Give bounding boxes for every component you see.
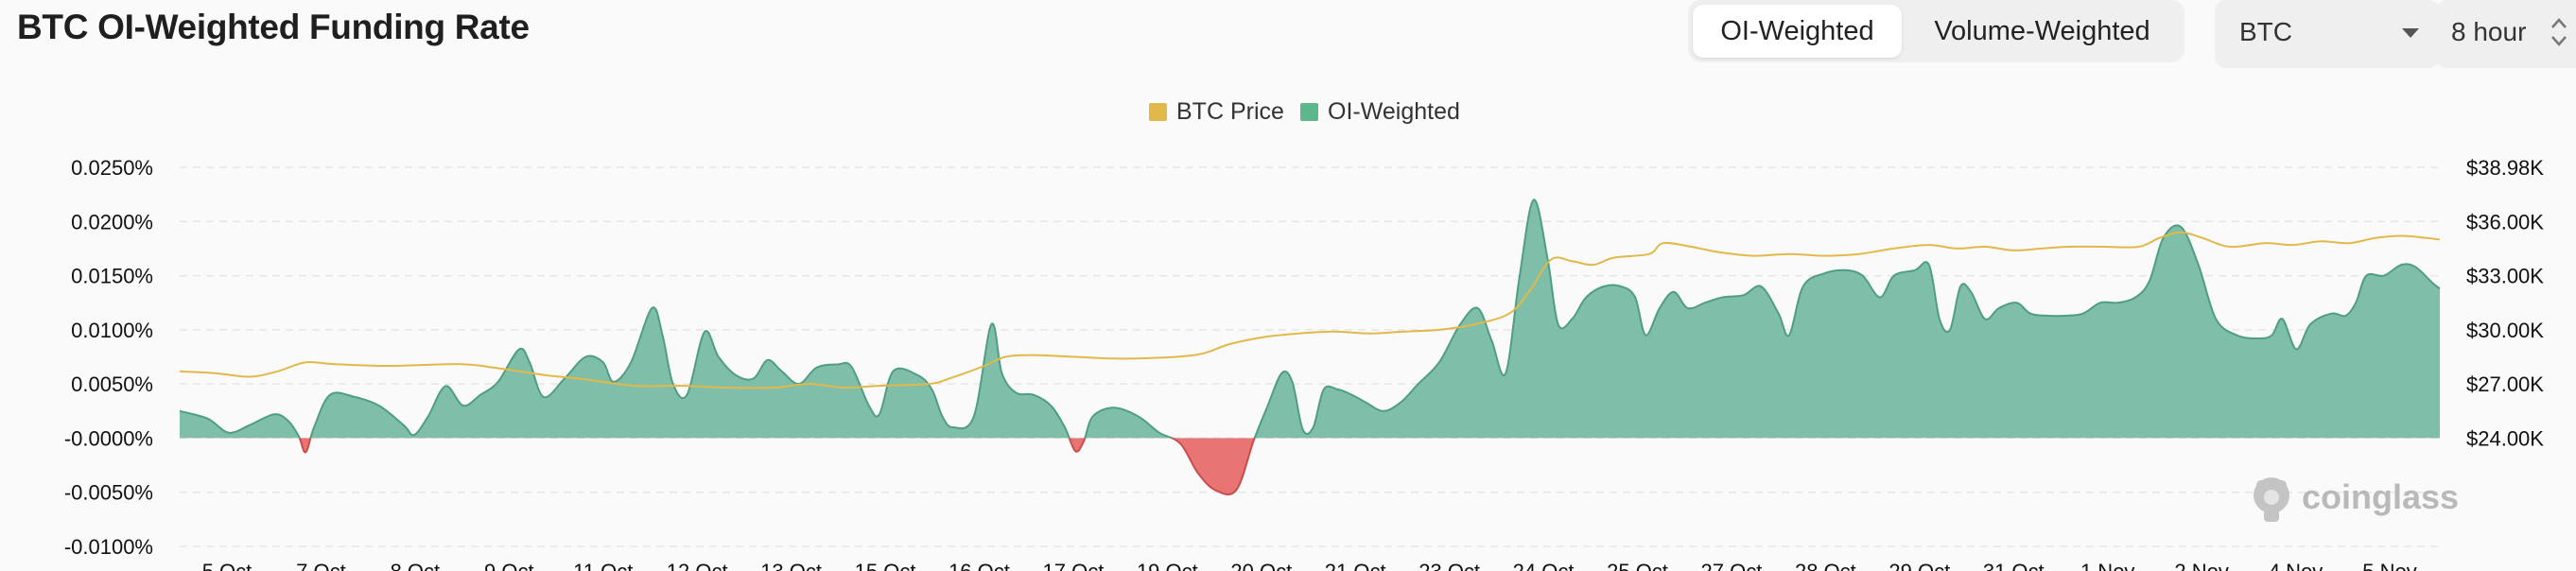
y-left-tick-label: -0.0100% — [64, 535, 153, 559]
x-tick-label: 28 Oct — [1795, 560, 1856, 571]
up-down-chevron-icon — [2551, 18, 2567, 46]
y-left-axis: 0.0250% 0.0200% 0.0150% 0.0100% 0.0050% -0.00… — [64, 156, 153, 559]
legend-label-oi-weighted: OI-Weighted — [1328, 98, 1460, 125]
btc-price-swatch — [1149, 103, 1167, 121]
btc-price-line — [179, 231, 2441, 389]
x-tick-label: 7 Oct — [296, 560, 346, 571]
x-tick-label: 9 Oct — [484, 560, 534, 571]
y-right-tick-label: $24.00K — [2466, 426, 2544, 450]
x-tick-label: 16 Oct — [949, 560, 1010, 571]
x-tick-label: 13 Oct — [760, 560, 822, 571]
chevron-down-icon — [2402, 28, 2419, 38]
y-right-tick-label: $30.00K — [2466, 319, 2544, 342]
y-left-tick-label: 0.0150% — [71, 265, 153, 288]
y-left-tick-label: -0.0050% — [64, 481, 153, 505]
x-tick-label: 12 Oct — [667, 560, 728, 571]
x-tick-label: 15 Oct — [855, 560, 916, 571]
funding-rate-areas — [179, 199, 2441, 496]
volume-weighted-tab[interactable]: Volume-Weighted — [1934, 16, 2150, 46]
y-right-tick-label: $36.00K — [2466, 210, 2544, 234]
y-right-tick-label: $33.00K — [2466, 265, 2544, 288]
y-left-tick-label: 0.0050% — [71, 372, 153, 396]
x-tick-label: 5 Nov — [2362, 560, 2416, 571]
x-tick-label: 11 Oct — [573, 560, 633, 571]
page-title: BTC OI-Weighted Funding Rate — [17, 8, 530, 46]
x-tick-label: 2 Nov — [2174, 560, 2228, 571]
y-right-tick-label: $27.00K — [2466, 372, 2544, 396]
oi-weighted-swatch — [1300, 103, 1318, 121]
positive-funding-group — [179, 199, 2441, 439]
x-tick-label: 20 Oct — [1230, 560, 1292, 571]
x-tick-label: 24 Oct — [1513, 560, 1575, 571]
x-axis: 5 Oct 7 Oct 8 Oct 9 Oct 11 Oct 12 Oct 13 Oct 15… — [202, 560, 2417, 571]
x-tick-label: 1 Nov — [2080, 560, 2134, 571]
x-tick-label: 27 Oct — [1701, 560, 1763, 571]
symbol-select[interactable]: BTC — [2215, 0, 2440, 68]
x-tick-label: 21 Oct — [1325, 560, 1386, 571]
y-right-axis: $38.98K $36.00K $33.00K $30.00K $27.00K $24.0… — [2466, 156, 2544, 450]
weighting-toggle: OI-Weighted Volume-Weighted — [1688, 0, 2184, 62]
y-left-tick-label: 0.0100% — [71, 319, 153, 342]
x-tick-label: 23 Oct — [1419, 560, 1480, 571]
x-tick-label: 31 Oct — [1983, 560, 2045, 571]
x-tick-label: 4 Nov — [2269, 560, 2323, 571]
oi-weighted-line — [179, 199, 2441, 439]
positive-funding-area — [180, 199, 2440, 439]
x-tick-label: 5 Oct — [202, 560, 252, 571]
y-left-tick-label: 0.0200% — [71, 210, 153, 234]
legend-item-oi-weighted[interactable]: OI-Weighted — [1300, 98, 1460, 126]
coinglass-watermark: coinglass — [2254, 477, 2459, 522]
x-tick-label: 29 Oct — [1888, 560, 1950, 571]
x-tick-label: 19 Oct — [1137, 560, 1198, 571]
interval-select[interactable]: 8 hour — [2436, 0, 2576, 68]
x-tick-label: 25 Oct — [1607, 560, 1668, 571]
oi-weighted-tab[interactable]: OI-Weighted — [1693, 5, 1902, 58]
chart-gridlines — [180, 166, 2440, 547]
legend-item-btc-price[interactable]: BTC Price — [1149, 98, 1284, 126]
x-tick-label: 8 Oct — [391, 560, 441, 571]
y-right-tick-label: $38.98K — [2466, 156, 2544, 180]
coinglass-logo-icon — [2254, 477, 2289, 522]
x-tick-label: 17 Oct — [1043, 560, 1105, 571]
btc-price-series — [179, 231, 2441, 389]
interval-select-value: 8 hour — [2451, 17, 2527, 46]
watermark-text: coinglass — [2302, 477, 2459, 516]
legend-label-btc-price: BTC Price — [1176, 98, 1284, 125]
y-left-tick-label: -0.0000% — [64, 426, 153, 450]
y-left-tick-label: 0.0250% — [71, 156, 153, 180]
symbol-select-value: BTC — [2239, 17, 2292, 46]
